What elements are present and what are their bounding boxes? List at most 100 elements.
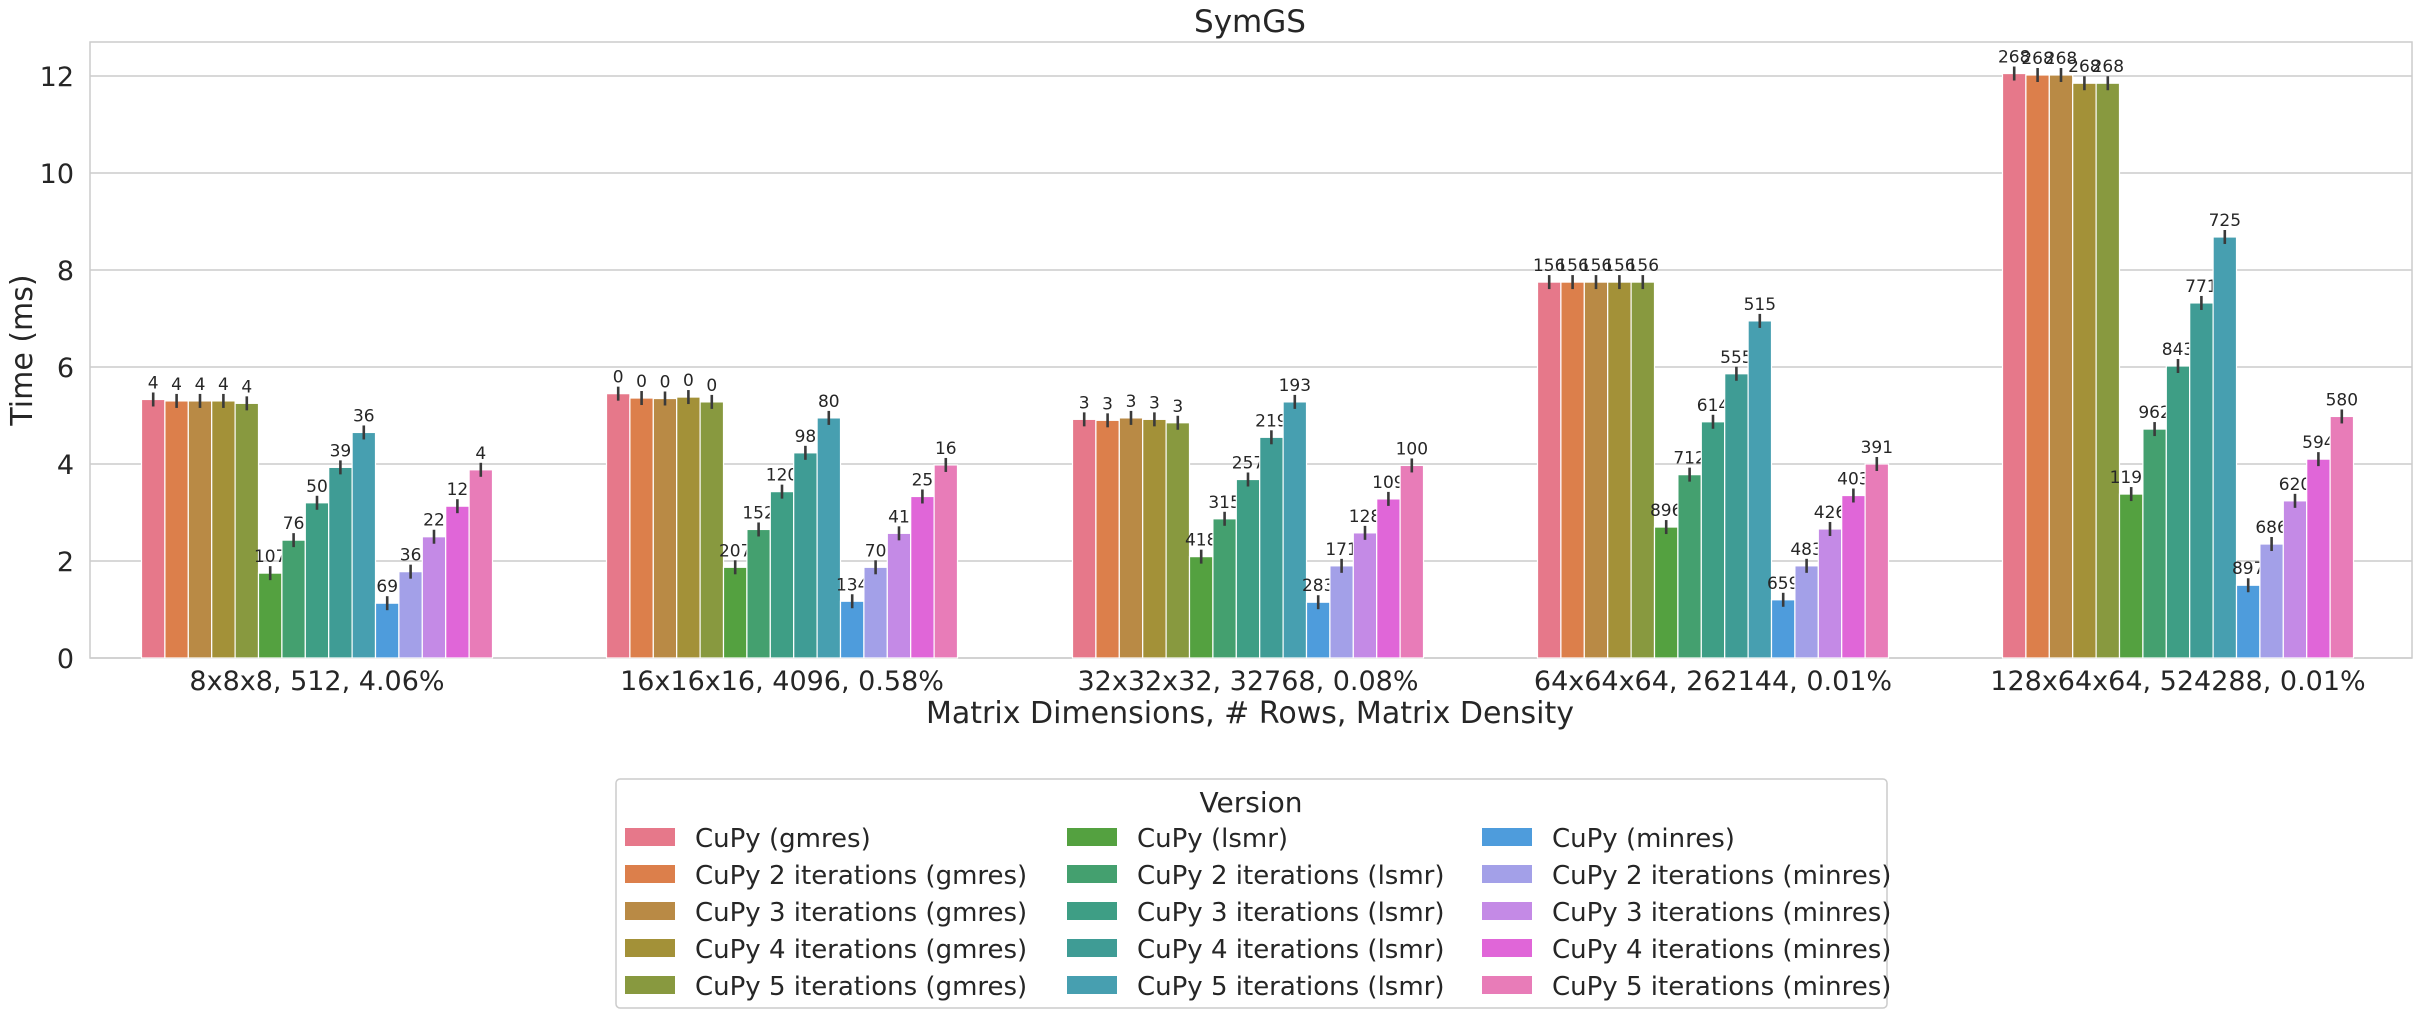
legend-entry-label: CuPy 2 iterations (lsmr) [1137,861,1445,891]
bar [1399,464,1425,659]
bar [1212,518,1237,659]
bar [164,400,189,659]
bar-data-label: 4 [475,444,486,464]
x-tick-label: 128x64x64, 524288, 0.01% [1990,666,2365,697]
bar [1282,401,1308,659]
bar-data-label: 0 [636,372,647,392]
bar [629,397,654,659]
bar-data-label: 897 [2232,559,2264,579]
bar-data-label: 0 [613,368,624,388]
y-tick-label: 12 [40,62,74,93]
legend-entry-label: CuPy 5 iterations (minres) [1552,972,1891,1002]
bar [2095,82,2121,659]
bar [1536,281,1562,659]
bar-data-label: 3 [1172,397,1183,417]
y-axis-label: Time (ms) [5,274,40,426]
bar-data-label: 3 [1149,393,1160,413]
bar-data-label: 483 [1790,540,1822,560]
bar-data-label: 171 [1325,540,1357,560]
bar [1700,421,1726,659]
bar [1770,599,1796,659]
bar [2329,415,2355,659]
bar [328,466,353,659]
y-tick-label: 6 [57,353,74,384]
bar-data-label: 98 [795,427,817,447]
legend-entry-label: CuPy 3 iterations (lsmr) [1137,898,1445,928]
bar [1376,498,1401,659]
bar-data-label: 109 [1372,473,1404,493]
bar [2212,236,2238,659]
legend-entry-label: CuPy (gmres) [695,824,871,854]
x-tick-label: 16x16x16, 4096, 0.58% [620,666,944,697]
bar [1607,281,1632,659]
bar [140,398,166,659]
bar-data-label: 36 [400,546,422,566]
bar [1560,281,1585,659]
legend-swatch [1482,828,1532,846]
y-tick-label: 4 [57,450,74,481]
bar [1630,281,1656,659]
bar [1305,601,1331,659]
bar-data-label: 391 [1861,438,1893,458]
bar-data-label: 4 [195,375,206,395]
legend-swatch [625,865,675,883]
bar [1352,532,1378,659]
bar-data-label: 156 [1533,256,1565,276]
bar [816,417,842,659]
bar-data-label: 418 [1185,531,1217,551]
bar [2165,365,2191,659]
bar-data-label: 580 [2326,390,2358,410]
bar-data-label: 283 [1302,576,1334,596]
legend-entry-label: CuPy 4 iterations (minres) [1552,935,1891,965]
bar [722,566,748,659]
bar-data-label: 207 [719,541,751,561]
bar [1095,419,1120,659]
bar [886,532,912,659]
bar-data-label: 712 [1673,449,1705,469]
bar-data-label: 0 [706,376,717,396]
bar-data-label: 4 [171,375,182,395]
legend-swatch [1482,902,1532,920]
bar-data-label: 268 [2021,49,2053,69]
legend-entry-label: CuPy 4 iterations (lsmr) [1137,935,1445,965]
bar [2025,74,2050,659]
bar-data-label: 3 [1126,392,1137,412]
bar-data-label: 22 [423,511,445,531]
bar [1188,556,1214,659]
legend-entry-label: CuPy 3 iterations (minres) [1552,898,1891,928]
bar-data-label: 120 [766,466,798,486]
bar [1841,494,1866,659]
x-tick-label: 8x8x8, 512, 4.06% [189,666,444,697]
bar-data-label: 156 [1556,256,1588,276]
bar [211,400,236,659]
bar [1583,281,1609,659]
bar-data-label: 659 [1767,574,1799,594]
bar-data-label: 686 [2255,518,2287,538]
legend-frame [615,778,1888,1009]
bar-data-label: 12 [447,480,469,500]
bar [374,602,400,659]
bar [187,400,213,659]
bar [1118,417,1144,659]
legend-swatch [1067,902,1117,920]
bar [933,464,959,659]
bar [793,452,818,659]
bar [699,401,725,659]
bar-data-label: 107 [254,547,286,567]
x-axis-label: Matrix Dimensions, # Rows, Matrix Densit… [926,696,1574,731]
bar-data-label: 76 [283,514,305,534]
bar [1235,478,1261,659]
bar-data-label: 268 [2045,49,2077,69]
bar-data-label: 268 [2092,57,2124,77]
bar [1071,418,1097,659]
bar [2259,543,2284,659]
bar [2189,302,2214,659]
legend-entry-label: CuPy 5 iterations (lsmr) [1137,972,1445,1002]
bar [445,505,470,659]
chart-title: SymGS [1194,4,1306,40]
bar-data-label: 152 [742,503,774,523]
legend-swatch [625,902,675,920]
legend-swatch [1482,976,1532,994]
bar [1677,474,1702,659]
